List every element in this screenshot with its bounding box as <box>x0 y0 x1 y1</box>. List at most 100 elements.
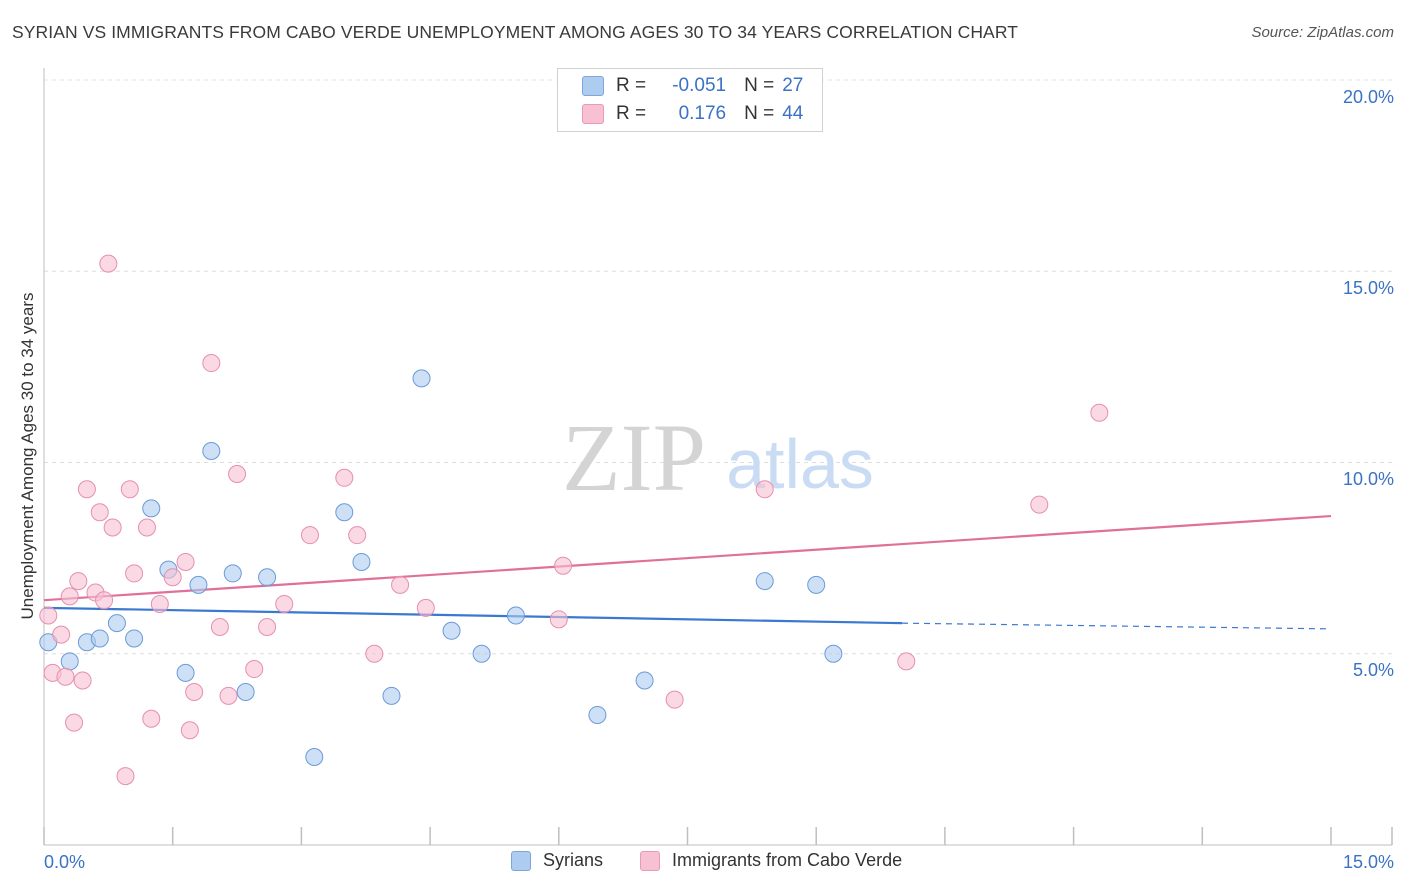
legend-swatch-syrians <box>511 850 531 871</box>
point-cabo-verde <box>245 660 264 679</box>
watermark: ZIP atlas <box>562 404 874 511</box>
stats-n-label: N = <box>744 75 775 96</box>
stats-swatch-cabo-verde <box>582 104 604 124</box>
point-syrians <box>258 568 277 587</box>
point-cabo-verde <box>95 591 114 610</box>
point-cabo-verde <box>137 518 156 537</box>
point-syrians <box>352 552 371 571</box>
point-cabo-verde <box>897 652 916 671</box>
point-cabo-verde <box>258 617 277 636</box>
point-cabo-verde <box>142 709 161 728</box>
stats-legend-box: R = -0.051 N = 27 R = 0.176 N = 44 <box>557 68 823 132</box>
point-cabo-verde <box>202 354 221 373</box>
point-syrians <box>472 644 491 663</box>
point-syrians <box>90 629 109 648</box>
point-syrians <box>107 614 126 633</box>
point-cabo-verde <box>56 667 75 686</box>
point-syrians <box>305 748 324 767</box>
stats-r-label: R = <box>616 75 647 96</box>
stats-swatch-syrians <box>582 76 604 96</box>
point-cabo-verde <box>185 683 204 701</box>
point-cabo-verde <box>365 644 384 663</box>
point-cabo-verde <box>125 564 144 583</box>
point-cabo-verde <box>60 587 79 606</box>
trend-line-cabo-verde <box>43 514 1332 602</box>
grid-lines <box>44 79 1392 655</box>
stats-n-label: N = <box>744 103 775 124</box>
trend-line-dashed-syrians <box>901 622 1332 630</box>
point-syrians <box>142 499 161 518</box>
point-cabo-verde <box>39 606 58 625</box>
point-cabo-verde <box>180 721 199 740</box>
trend-line-syrians <box>43 606 903 625</box>
point-syrians <box>202 442 221 461</box>
stats-row-cabo-verde: R = 0.176 N = 44 <box>582 100 803 128</box>
point-cabo-verde <box>116 767 135 786</box>
point-syrians <box>506 606 525 625</box>
point-syrians <box>176 663 195 682</box>
point-cabo-verde <box>275 595 294 614</box>
point-cabo-verde <box>52 625 71 644</box>
chart-title: SYRIAN VS IMMIGRANTS FROM CABO VERDE UNE… <box>12 22 1019 42</box>
legend-label-syrians: Syrians <box>543 850 604 870</box>
point-syrians <box>60 652 79 671</box>
point-cabo-verde <box>103 518 122 537</box>
stats-r-label: R = <box>616 103 647 124</box>
point-cabo-verde <box>300 526 319 545</box>
stats-r-value: -0.051 <box>672 75 727 96</box>
y-tick-label-20: 20.0% <box>1342 87 1394 107</box>
point-syrians <box>755 572 774 591</box>
point-cabo-verde <box>99 254 118 273</box>
point-syrians <box>442 621 461 640</box>
y-tick-label-10: 10.0% <box>1342 469 1394 489</box>
stats-r-value: 0.176 <box>678 103 727 124</box>
point-syrians <box>236 683 255 701</box>
point-cabo-verde <box>549 610 568 629</box>
point-syrians <box>382 686 401 705</box>
point-cabo-verde <box>69 572 88 591</box>
point-syrians <box>807 575 826 594</box>
point-cabo-verde <box>348 526 367 545</box>
watermark-atlas: atlas <box>726 425 874 503</box>
stats-n-value: 44 <box>782 103 804 124</box>
point-cabo-verde <box>391 575 410 594</box>
legend-label-cabo-verde: Immigrants from Cabo Verde <box>672 850 903 870</box>
source-label: Source: ZipAtlas.com <box>1251 24 1394 41</box>
point-cabo-verde <box>77 480 96 499</box>
data-points <box>39 254 1109 786</box>
point-syrians <box>588 705 607 724</box>
point-cabo-verde <box>665 690 684 709</box>
point-syrians <box>635 671 654 690</box>
point-cabo-verde <box>755 480 774 499</box>
point-cabo-verde <box>335 468 354 487</box>
x-tick-label-max: 15.0% <box>1342 852 1394 872</box>
legend-item-cabo-verde[interactable]: Immigrants from Cabo Verde <box>640 850 902 871</box>
point-cabo-verde <box>120 480 139 499</box>
point-cabo-verde <box>219 686 238 705</box>
watermark-zip: ZIP <box>562 404 706 511</box>
point-cabo-verde <box>163 568 182 587</box>
y-tick-label-15: 15.0% <box>1342 278 1394 298</box>
stats-row-syrians: R = -0.051 N = 27 <box>582 72 803 100</box>
point-syrians <box>824 644 843 663</box>
bottom-legend: Syrians Immigrants from Cabo Verde <box>0 850 1406 878</box>
point-cabo-verde <box>73 671 92 690</box>
point-syrians <box>223 564 242 583</box>
point-syrians <box>412 369 431 388</box>
legend-swatch-cabo-verde <box>640 850 660 871</box>
point-cabo-verde <box>90 503 109 522</box>
point-syrians <box>125 629 144 648</box>
y-tick-label-5: 5.0% <box>1352 660 1394 680</box>
x-tick-label-min: 0.0% <box>44 852 86 872</box>
trend-lines <box>43 514 1332 630</box>
point-cabo-verde <box>416 598 435 617</box>
legend-item-syrians[interactable]: Syrians <box>511 850 603 871</box>
point-cabo-verde <box>1090 403 1109 422</box>
point-cabo-verde <box>150 595 169 614</box>
point-syrians <box>335 503 354 522</box>
point-syrians <box>189 575 208 594</box>
point-cabo-verde <box>65 713 84 732</box>
point-cabo-verde <box>554 556 573 575</box>
stats-n-value: 27 <box>782 75 804 96</box>
